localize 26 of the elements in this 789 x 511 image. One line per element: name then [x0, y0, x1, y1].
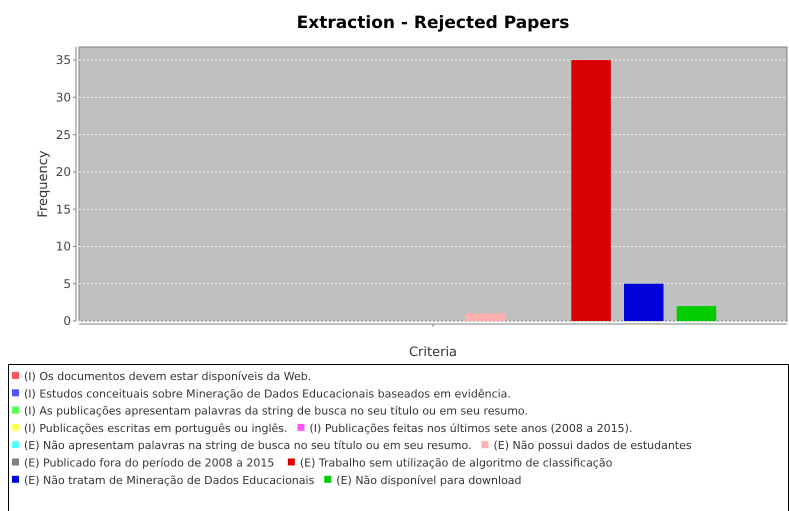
y-tick-label: 25 [56, 128, 71, 142]
legend-label: (I) Os documentos devem estar disponíveis da Web. [24, 370, 312, 383]
legend-label: (E) Publicado fora do período de 2008 a 2015 [24, 456, 274, 470]
y-tick-label: 35 [56, 53, 71, 68]
bar [676, 306, 716, 321]
legend-label: (E) Não disponível para download [336, 474, 522, 487]
x-axis-title: Criteria [408, 345, 458, 360]
y-axis-title: Frequency [36, 150, 51, 218]
legend-label: (E) Trabalho sem utilização de algoritmo de classificação [300, 456, 613, 470]
y-tick-label: 30 [56, 90, 71, 105]
y-tick-label: 5 [63, 276, 71, 291]
legend-label: (E) Não possui dados de estudantes [494, 439, 692, 452]
bar [624, 284, 664, 321]
bar [466, 314, 506, 321]
chart-title: Extraction - Rejected Papers [296, 13, 570, 33]
legend-label: (E) Não tratam de Mineração de Dados Educacionais [24, 474, 315, 487]
legend-label: (I) As publicações apresentam palavras da string de busca no seu título ou em seu resumo. [24, 404, 528, 418]
legend-label: (E) Não apresentam palavras na string de busca no seu título ou em seu resumo. [24, 439, 472, 452]
y-tick-label: 15 [56, 202, 71, 216]
y-tick-label: 0 [63, 314, 71, 328]
legend-label: (I) Publicações escritas em português ou inglês. [24, 422, 288, 435]
bar [571, 60, 611, 321]
legend-label: (I) Estudos conceituais sobre Mineração de Dados Educacionais baseados em evidência. [24, 387, 511, 400]
legend-label: (I) Publicações feitas nos últimos sete anos (2008 a 2015). [310, 422, 632, 435]
y-tick-label: 10 [56, 240, 71, 254]
y-tick-label: 20 [56, 165, 71, 180]
